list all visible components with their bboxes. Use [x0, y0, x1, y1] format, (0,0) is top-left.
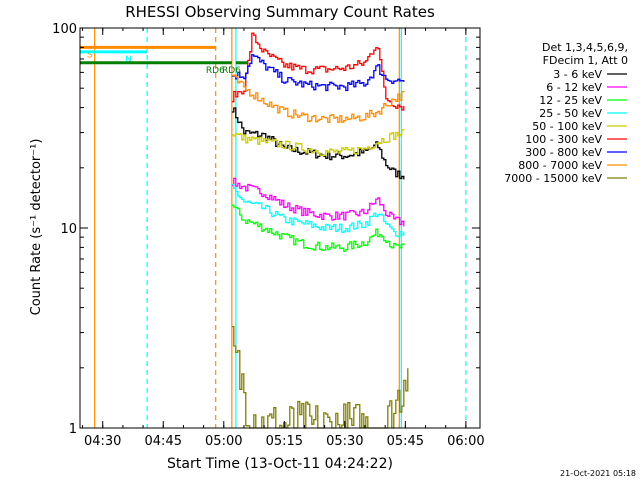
- legend-header-0: Det 1,3,4,5,6,9,: [542, 41, 628, 54]
- flag-label-1: N: [125, 55, 132, 65]
- flag-label-2: RD6: [206, 66, 225, 76]
- legend-label-0: 3 - 6 keV: [553, 68, 602, 81]
- legend-label-6: 300 - 800 keV: [525, 146, 602, 159]
- chart-title: RHESSI Observing Summary Count Rates: [125, 3, 435, 21]
- x-tick-label-0: 04:30: [84, 434, 121, 449]
- y-tick-label-1: 10: [60, 222, 77, 237]
- series-line-7: [231, 74, 405, 123]
- legend-label-2: 12 - 25 keV: [539, 94, 602, 107]
- footer-timestamp: 21-Oct-2021 05:18: [560, 469, 636, 478]
- y-tick-label-2: 100: [52, 22, 77, 37]
- legend-label-5: 100 - 300 keV: [525, 133, 602, 146]
- x-tick-label-1: 04:45: [145, 434, 182, 449]
- series-lines: [231, 32, 409, 429]
- series-line-6: [231, 54, 405, 92]
- legend-label-4: 50 - 100 keV: [532, 120, 602, 133]
- y-axis-label: Count Rate (s⁻¹ detector⁻¹): [29, 139, 44, 316]
- x-tick-label-3: 05:15: [266, 434, 303, 449]
- y-tick-label-0: 1: [69, 422, 77, 437]
- legend-label-1: 6 - 12 keV: [546, 81, 602, 94]
- axis-ticks: 04:30 04:45 05:00 05:15 05:30 05:45 06:00 1 10 10…: [52, 22, 484, 449]
- legend: Det 1,3,4,5,6,9,FDecim 1, Att 03 - 6 keV…: [504, 41, 628, 185]
- series-line-5: [231, 32, 405, 111]
- x-tick-label-6: 06:00: [447, 434, 484, 449]
- x-tick-label-2: 05:00: [205, 434, 242, 449]
- x-tick-label-4: 05:30: [326, 434, 363, 449]
- legend-label-3: 25 - 50 keV: [539, 107, 602, 120]
- legend-label-7: 800 - 7000 keV: [518, 159, 602, 172]
- series-line-4: [231, 129, 405, 157]
- legend-header-1: FDecim 1, Att 0: [543, 54, 628, 67]
- x-tick-label-5: 05:45: [387, 434, 424, 449]
- series-line-3: [231, 183, 405, 238]
- legend-label-8: 7000 - 15000 keV: [504, 172, 602, 185]
- x-axis-label: Start Time (13-Oct-11 04:24:22): [167, 456, 393, 472]
- series-line-2: [231, 204, 405, 252]
- series-line-1: [231, 177, 405, 227]
- flag-label-0: S: [87, 50, 93, 60]
- flag-label-3: RD6: [222, 66, 241, 76]
